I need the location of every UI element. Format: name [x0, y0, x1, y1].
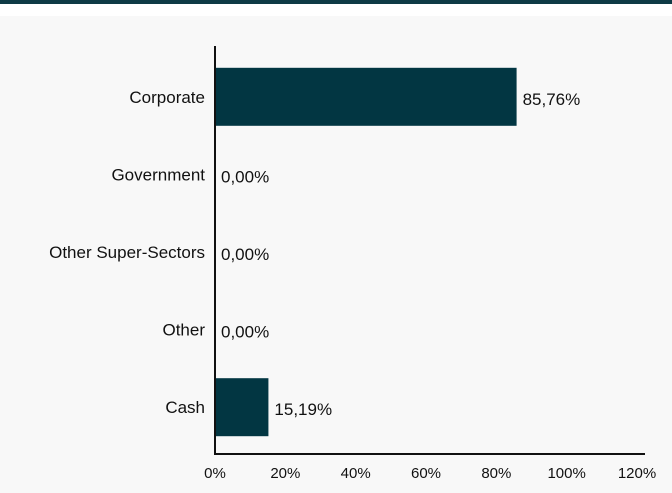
category-label: Other Super-Sectors	[49, 243, 205, 262]
category-label: Government	[111, 165, 205, 184]
x-tick-label: 80%	[481, 465, 511, 482]
x-tick-label: 100%	[547, 465, 585, 482]
x-tick-label: 20%	[270, 465, 300, 482]
category-label: Other	[162, 321, 205, 340]
value-label: 0,00%	[221, 167, 269, 186]
bar-cash	[215, 378, 269, 437]
value-label: 0,00%	[221, 245, 269, 264]
category-label: Cash	[165, 398, 205, 417]
category-label: Corporate	[129, 88, 205, 107]
value-label: 15,19%	[274, 400, 332, 419]
bar-corporate	[215, 67, 517, 126]
value-label: 0,00%	[221, 323, 269, 342]
x-tick-label: 120%	[618, 465, 656, 482]
x-tick-label: 0%	[204, 465, 226, 482]
x-tick-label: 60%	[411, 465, 441, 482]
top-rule	[0, 0, 672, 4]
x-tick-label: 40%	[341, 465, 371, 482]
value-label: 85,76%	[523, 90, 581, 109]
